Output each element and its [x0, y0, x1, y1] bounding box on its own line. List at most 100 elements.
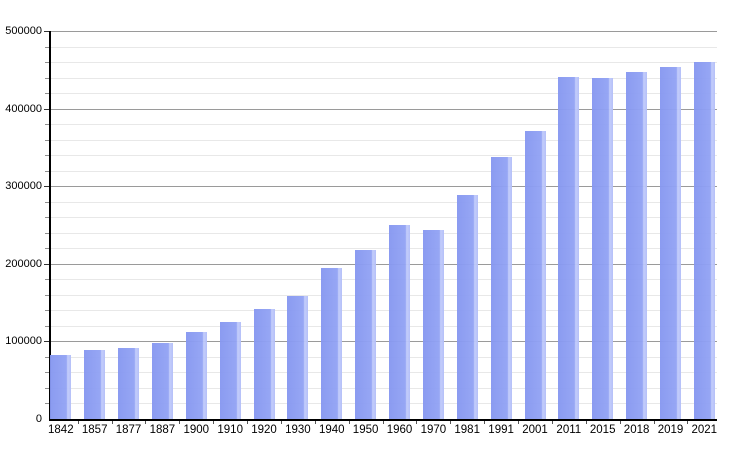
bar-1887	[151, 343, 173, 419]
bar-1991	[490, 157, 512, 419]
x-axis-tick	[586, 421, 587, 424]
bar-1940	[321, 268, 343, 419]
x-tick-label: 1887	[149, 424, 176, 436]
bar-1930	[287, 296, 309, 419]
bar-2019	[660, 67, 681, 419]
x-axis-tick	[213, 421, 214, 424]
bar-1857	[84, 350, 106, 419]
x-axis-tick	[145, 421, 146, 424]
y-minor-tick	[45, 47, 49, 48]
bar-1900	[185, 332, 207, 419]
bar-1910	[219, 322, 241, 419]
minor-gridline	[51, 279, 717, 280]
x-axis-tick	[383, 421, 384, 424]
x-tick-label: 2019	[657, 424, 684, 436]
x-axis-tick	[416, 421, 417, 424]
x-tick-label: 1877	[115, 424, 142, 436]
x-tick-label: 1930	[285, 424, 311, 436]
x-axis-tick	[247, 421, 248, 424]
minor-gridline	[51, 171, 717, 172]
bar-2018	[626, 72, 648, 419]
minor-gridline	[51, 233, 717, 234]
bar-1842	[50, 355, 72, 419]
x-tick-label: 1842	[48, 424, 74, 436]
x-axis-tick	[484, 421, 485, 424]
major-gridline	[51, 264, 717, 265]
major-gridline	[51, 31, 717, 32]
y-minor-tick	[45, 326, 49, 327]
bar-1877	[118, 348, 139, 419]
bar-2011	[558, 77, 580, 419]
x-axis-tick	[315, 421, 316, 424]
y-minor-tick	[45, 140, 49, 141]
major-gridline	[51, 109, 717, 110]
x-axis-tick	[518, 421, 519, 424]
minor-gridline	[51, 62, 717, 63]
x-tick-label: 1950	[352, 424, 379, 436]
y-minor-tick	[45, 388, 49, 389]
bar-2015	[592, 78, 614, 419]
y-tick-label: 400000	[5, 103, 42, 115]
x-tick-label: 1981	[454, 424, 480, 436]
x-tick-label: 2001	[522, 424, 548, 436]
bar-2021	[693, 62, 715, 419]
y-minor-tick	[45, 171, 49, 172]
minor-gridline	[51, 124, 717, 125]
y-minor-tick	[45, 155, 49, 156]
minor-gridline	[51, 326, 717, 327]
x-tick-label: 1940	[319, 424, 345, 436]
y-minor-tick	[45, 372, 49, 373]
x-axis-tick	[281, 421, 282, 424]
y-minor-tick	[45, 403, 49, 404]
y-minor-tick	[45, 248, 49, 249]
x-tick-label: 2018	[623, 424, 650, 436]
y-major-tick	[44, 264, 49, 265]
y-tick-label: 300000	[5, 180, 42, 192]
plot-area	[44, 31, 717, 424]
bar-1960	[389, 225, 410, 419]
x-axis-tick	[450, 421, 451, 424]
x-axis-tick	[179, 421, 180, 424]
x-tick-label: 1910	[217, 424, 243, 436]
minor-gridline	[51, 248, 717, 249]
y-major-tick	[44, 186, 49, 187]
minor-gridline	[51, 93, 717, 94]
y-tick-label: 0	[35, 413, 42, 425]
major-gridline	[51, 341, 717, 342]
bar-2001	[524, 131, 546, 419]
x-axis-labels: 1842 1857 1877 1887 1900 1910 1920 1930 1940 1950…	[48, 423, 717, 439]
x-axis-tick	[687, 421, 688, 424]
bar-1981	[456, 195, 478, 419]
y-tick-label: 100000	[5, 335, 42, 347]
minor-gridline	[51, 310, 717, 311]
x-tick-label: 1970	[420, 424, 447, 436]
y-major-tick	[44, 109, 49, 110]
minor-gridline	[51, 295, 717, 296]
x-axis-tick	[349, 421, 350, 424]
x-tick-label: 2021	[691, 424, 718, 436]
y-minor-tick	[45, 295, 49, 296]
x-tick-label: 1960	[386, 424, 413, 436]
bar-1950	[355, 250, 377, 419]
x-tick-label: 1857	[81, 424, 108, 436]
x-tick-label: 1900	[183, 424, 210, 436]
minor-gridline	[51, 155, 717, 156]
y-minor-tick	[45, 217, 49, 218]
major-gridline	[51, 186, 717, 187]
minor-gridline	[51, 357, 717, 358]
minor-gridline	[51, 140, 717, 141]
minor-gridline	[51, 202, 717, 203]
minor-gridline	[51, 47, 717, 48]
minor-gridline	[51, 78, 717, 79]
y-minor-tick	[45, 202, 49, 203]
x-tick-label: 1991	[488, 424, 514, 436]
x-axis-tick	[112, 421, 113, 424]
bar-1970	[422, 230, 444, 419]
y-minor-tick	[45, 279, 49, 280]
minor-gridline	[51, 372, 717, 373]
y-major-tick	[44, 341, 49, 342]
y-minor-tick	[45, 62, 49, 63]
x-axis-tick	[552, 421, 553, 424]
y-minor-tick	[45, 78, 49, 79]
